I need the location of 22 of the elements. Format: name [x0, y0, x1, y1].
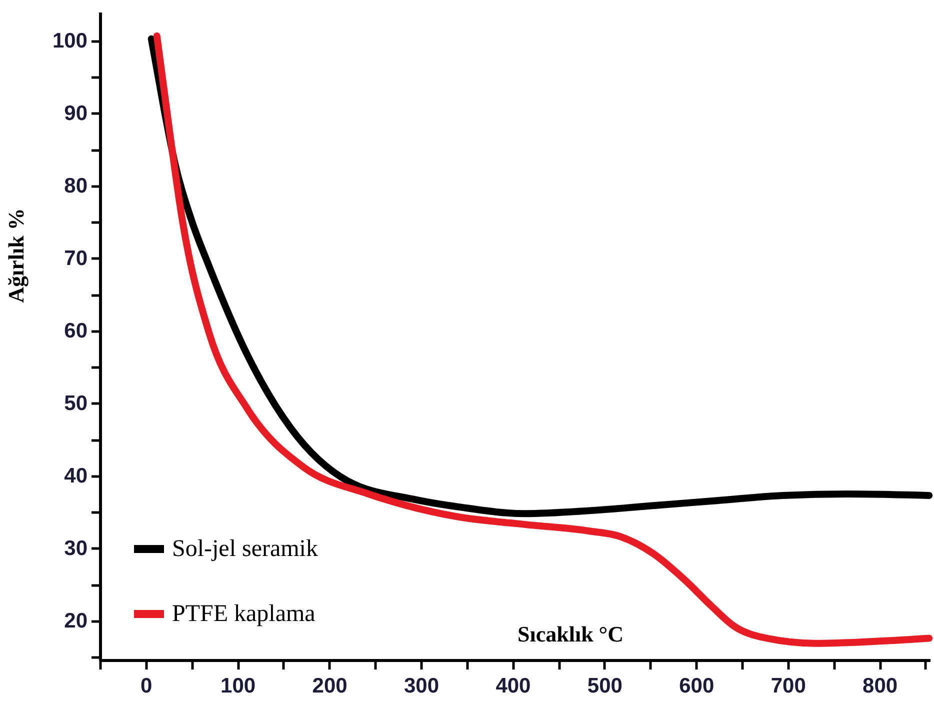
y-tick-label: 50: [64, 392, 88, 415]
x-tick-label: 0: [140, 674, 152, 698]
y-tick-label: 70: [64, 246, 88, 270]
x-tick-label: 800: [862, 674, 898, 698]
x-tick-label: 400: [496, 674, 531, 698]
x-tick-label: 100: [220, 674, 256, 698]
y-tick-label: 60: [64, 319, 88, 342]
y-tick-label: 80: [64, 174, 88, 198]
y-tick-label: 100: [52, 29, 88, 52]
y-tick-label: 40: [64, 464, 88, 488]
legend-label: PTFE kaplama: [172, 601, 316, 627]
x-tick-label: 300: [404, 674, 440, 698]
x-tick-label: 600: [679, 674, 714, 698]
y-tick-label: 20: [64, 609, 88, 632]
x-tick-label: 500: [587, 674, 622, 698]
x-tick-label: 200: [312, 674, 348, 698]
y-tick-label: 90: [64, 102, 88, 125]
legend-label: Sol-jel seramik: [172, 536, 318, 562]
y-axis-title: Ağırlık %: [4, 208, 28, 303]
y-tick-label: 30: [64, 536, 88, 560]
x-tick-label: 700: [770, 674, 806, 698]
x-axis-title: Sıcaklık °C: [518, 622, 624, 646]
